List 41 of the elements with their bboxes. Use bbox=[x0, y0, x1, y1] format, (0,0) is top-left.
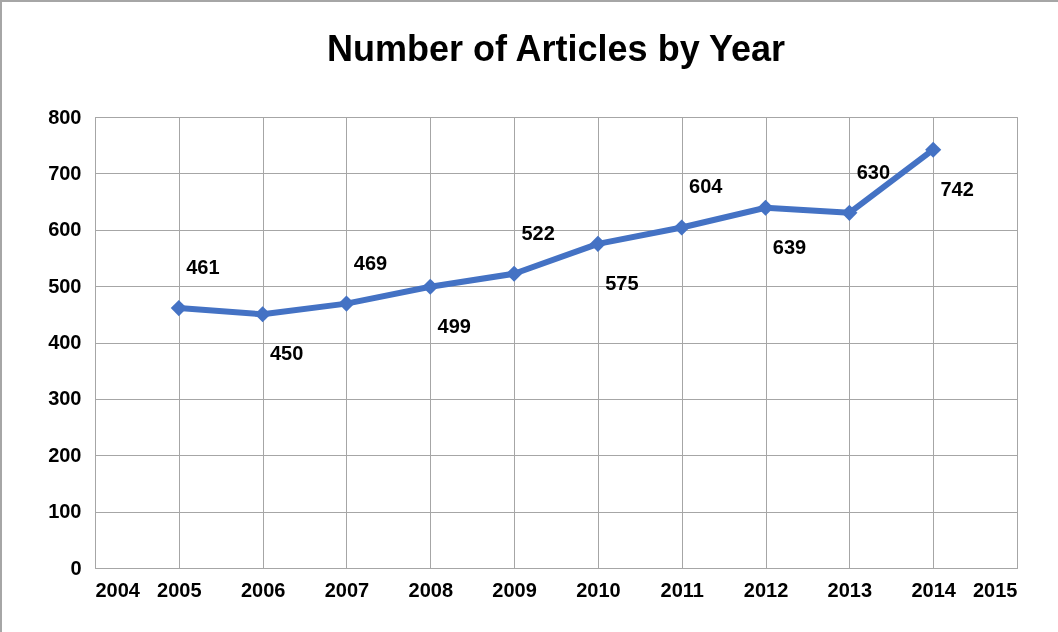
data-label: 522 bbox=[521, 221, 555, 244]
x-tick-label: 2007 bbox=[324, 578, 370, 601]
point bbox=[925, 141, 942, 158]
point bbox=[170, 300, 187, 317]
data-label: 630 bbox=[856, 160, 891, 183]
y-tick-label: 200 bbox=[48, 443, 82, 466]
data-label: 742 bbox=[940, 177, 974, 200]
x-tick-label: 2004 bbox=[95, 578, 141, 601]
data-label: 461 bbox=[186, 256, 220, 279]
y-tick-label: 700 bbox=[48, 161, 82, 184]
y-tick-label: 500 bbox=[48, 274, 82, 297]
y-tick-label: 0 bbox=[70, 556, 82, 579]
y-tick-label: 300 bbox=[48, 387, 82, 410]
data-label: 575 bbox=[605, 271, 639, 294]
data-label: 450 bbox=[269, 342, 304, 365]
x-tick-label: 2008 bbox=[408, 578, 454, 601]
point bbox=[422, 278, 439, 295]
x-tick-label: 2005 bbox=[157, 578, 202, 601]
chart-title: Number of Articles by Year bbox=[326, 28, 786, 69]
data-label: 469 bbox=[353, 251, 388, 274]
data-label: 604 bbox=[689, 175, 724, 198]
y-tick-label: 800 bbox=[48, 105, 82, 128]
point bbox=[506, 265, 523, 282]
x-tick-label: 2011 bbox=[660, 578, 704, 601]
x-tick-label: 2012 bbox=[743, 578, 789, 601]
x-tick-label: 2010 bbox=[576, 578, 621, 601]
point bbox=[589, 235, 606, 252]
point bbox=[673, 219, 690, 236]
x-tick-label: 2014 bbox=[911, 578, 957, 601]
y-tick-label: 100 bbox=[48, 500, 82, 523]
point bbox=[841, 204, 858, 221]
point bbox=[757, 199, 774, 216]
point bbox=[338, 295, 355, 312]
x-tick-label: 2009 bbox=[492, 578, 537, 601]
x-tick-label: 2015 bbox=[973, 578, 1018, 601]
x-tick-label: 2006 bbox=[240, 578, 286, 601]
y-tick-label: 400 bbox=[48, 331, 82, 353]
data-label: 499 bbox=[437, 314, 471, 337]
data-label: 639 bbox=[772, 235, 807, 258]
x-tick-label: 2013 bbox=[827, 578, 873, 601]
y-tick-label: 600 bbox=[48, 218, 82, 241]
